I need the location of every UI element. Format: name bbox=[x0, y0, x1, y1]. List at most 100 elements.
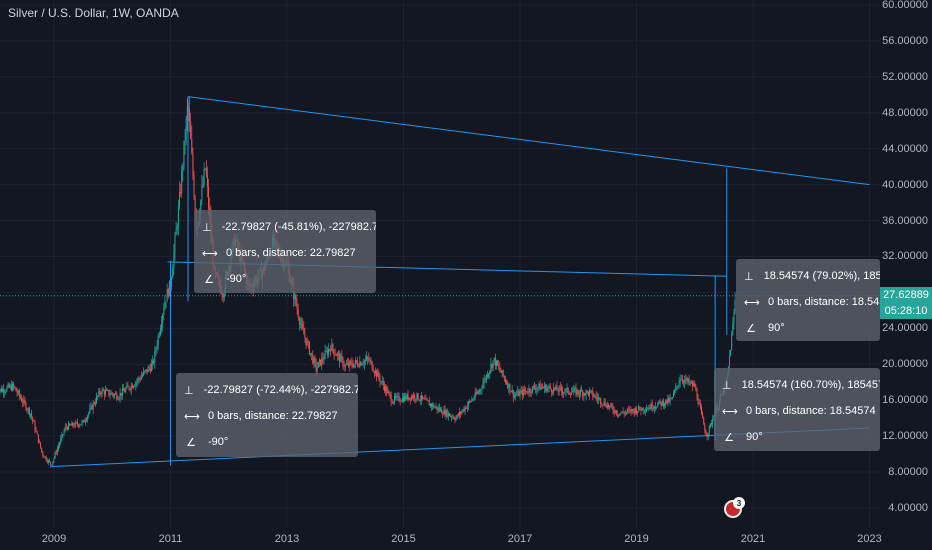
candle-body bbox=[432, 404, 434, 407]
candle-body bbox=[407, 394, 409, 400]
candle-body bbox=[557, 390, 559, 392]
candle-body bbox=[655, 406, 657, 408]
measure-tooltip-4[interactable]: ⊥ 18.54574 (160.70%), 185457.4 ⟷ 0 bars, d… bbox=[714, 368, 880, 451]
candle-body bbox=[312, 354, 314, 364]
candle-body bbox=[13, 383, 15, 387]
candle-body bbox=[368, 358, 370, 361]
measure-change-text: 18.54574 (160.70%), 185457.4 bbox=[741, 379, 880, 391]
candle-body bbox=[529, 388, 531, 393]
candle-body bbox=[357, 362, 359, 366]
candle-body bbox=[639, 406, 641, 410]
candle-body bbox=[18, 390, 20, 397]
candle-body bbox=[324, 350, 326, 359]
candle-body bbox=[392, 401, 394, 404]
candle-body bbox=[633, 410, 635, 414]
candle-body bbox=[578, 393, 580, 395]
candle-body bbox=[135, 382, 137, 386]
chart-area[interactable]: Silver / U.S. Dollar, 1W, OANDA ⊥ -22.798… bbox=[0, 0, 880, 528]
candle-body bbox=[166, 289, 168, 302]
candle-body bbox=[349, 361, 351, 367]
candle-body bbox=[586, 390, 588, 392]
candle-body bbox=[208, 186, 210, 208]
candle-body bbox=[323, 358, 325, 360]
candle-body bbox=[581, 389, 583, 392]
symbol-title[interactable]: Silver / U.S. Dollar, 1W, OANDA bbox=[8, 6, 179, 20]
candle-body bbox=[462, 409, 464, 412]
last-price-badge: 27.62889 bbox=[880, 287, 932, 303]
candle-body bbox=[163, 309, 165, 316]
candle-body bbox=[553, 387, 555, 393]
candle-body bbox=[565, 388, 567, 392]
candle-body bbox=[519, 391, 521, 397]
candle-body bbox=[385, 386, 387, 392]
candle-body bbox=[538, 383, 540, 387]
candle-body bbox=[108, 390, 110, 396]
measure-tooltip-3[interactable]: ⊥ 18.54574 (79.02%), 185457.4 ⟷ 0 bars, di… bbox=[736, 259, 880, 341]
candle-body bbox=[322, 357, 324, 360]
candle-body bbox=[125, 388, 127, 393]
candle-body bbox=[364, 359, 366, 361]
candle-body bbox=[651, 403, 653, 410]
candle-body bbox=[497, 360, 499, 366]
candle-body bbox=[574, 388, 576, 389]
candle-body bbox=[303, 328, 305, 335]
candle-body bbox=[684, 380, 686, 383]
candle-body bbox=[149, 368, 151, 372]
candle-body bbox=[588, 390, 590, 396]
measure-change-row: ⊥ 18.54574 (79.02%), 185457.4 bbox=[744, 263, 880, 289]
candle-body bbox=[429, 403, 431, 406]
candle-body bbox=[141, 375, 143, 377]
measure-angle-text: 90° bbox=[768, 322, 785, 334]
candle-body bbox=[154, 350, 156, 364]
candle-body bbox=[712, 419, 714, 425]
candle-body bbox=[305, 338, 307, 345]
candle-body bbox=[508, 383, 510, 389]
candle-body bbox=[404, 395, 406, 402]
candle-body bbox=[512, 390, 514, 398]
candle-body bbox=[66, 427, 68, 430]
candle-body bbox=[335, 354, 337, 356]
candle-body bbox=[475, 392, 477, 394]
candle-body bbox=[491, 364, 493, 368]
price-tick-label: 20.00000 bbox=[882, 358, 928, 371]
candle-body bbox=[523, 389, 525, 392]
candle-body bbox=[99, 390, 101, 394]
candle-body bbox=[601, 403, 603, 405]
time-scale[interactable]: 2009 2011 2013 2015 2017 2019 2021 2023 bbox=[0, 528, 882, 550]
candle-body bbox=[488, 373, 490, 377]
candle-body bbox=[79, 424, 81, 427]
candle-body bbox=[676, 386, 678, 388]
candle-body bbox=[87, 415, 89, 420]
candle-body bbox=[16, 391, 18, 394]
candle-body bbox=[5, 390, 7, 392]
candle-body bbox=[494, 357, 496, 366]
measure-tooltip-1[interactable]: ⊥ -22.79827 (-45.81%), -227982.7 ⟷ 0 bars,… bbox=[194, 210, 376, 293]
candle-body bbox=[383, 385, 385, 392]
angle-icon: ∠ bbox=[724, 431, 734, 444]
candle-body bbox=[657, 403, 659, 408]
candle-body bbox=[660, 402, 662, 406]
candle-body bbox=[321, 357, 323, 366]
price-range-icon: ⊥ bbox=[722, 379, 732, 392]
candle-body bbox=[444, 409, 446, 416]
measure-tooltip-2[interactable]: ⊥ -22.79827 (-72.44%), -227982.7 ⟷ 0 bars,… bbox=[176, 373, 358, 457]
candle-body bbox=[139, 378, 141, 380]
candle-body bbox=[662, 400, 664, 407]
candle-body bbox=[526, 391, 528, 393]
price-scale[interactable]: 60.00000 56.00000 52.00000 48.00000 44.00000… bbox=[880, 0, 932, 528]
candle-body bbox=[345, 364, 347, 366]
candle-body bbox=[161, 323, 163, 329]
candle-body bbox=[476, 392, 478, 394]
candle-body bbox=[563, 392, 565, 394]
candle-body bbox=[65, 426, 67, 428]
candle-body bbox=[401, 397, 403, 402]
candle-body bbox=[27, 408, 29, 410]
candle-body bbox=[23, 399, 25, 403]
candle-body bbox=[369, 360, 371, 362]
candle-body bbox=[648, 407, 650, 409]
candle-body bbox=[674, 390, 676, 393]
candle-body bbox=[644, 410, 646, 412]
candle-body bbox=[59, 443, 61, 446]
candle-body bbox=[730, 350, 732, 357]
candle-body bbox=[516, 394, 518, 396]
